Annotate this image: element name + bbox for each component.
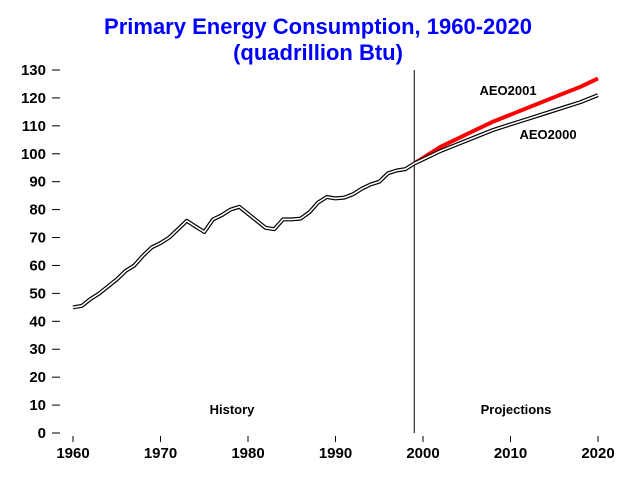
x-tick-label: 2000 [406,445,439,462]
y-tick-label: 40 [29,313,46,330]
x-tick-label: 2020 [581,445,614,462]
x-tick-label: 1990 [319,445,352,462]
y-tick-label: 60 [29,257,46,274]
y-tick-label: 120 [21,90,46,107]
y-tick-label: 0 [38,425,46,442]
y-tick-label: 130 [21,62,46,79]
y-tick-label: 10 [29,397,46,414]
history-label: History [210,402,256,417]
series-label-aeo2001: AEO2001 [479,83,536,98]
y-tick-label: 20 [29,369,46,386]
series-line-core-aeo2000 [413,94,599,165]
y-tick-label: 80 [29,202,46,219]
series-label-aeo2000: AEO2000 [519,127,576,142]
y-tick-label: 70 [29,230,46,247]
series-line-history [72,161,416,310]
chart-title: Primary Energy Consumption, 1960-2020 [104,14,532,39]
x-tick-label: 1980 [231,445,264,462]
x-tick-label: 2010 [494,445,527,462]
chart-subtitle: (quadrillion Btu) [233,40,403,65]
y-tick-label: 30 [29,341,46,358]
y-tick-label: 90 [29,174,46,191]
chart-title-block: Primary Energy Consumption, 1960-2020 (q… [0,14,636,66]
y-tick-label: 50 [29,285,46,302]
x-tick-label: 1970 [144,445,177,462]
series-line-aeo2001 [413,76,599,166]
y-tick-label: 100 [21,146,46,163]
y-tick-label: 110 [22,118,46,135]
series-line-core-history [72,162,415,309]
projections-label: Projections [481,402,552,417]
x-tick-label: 1960 [56,445,89,462]
